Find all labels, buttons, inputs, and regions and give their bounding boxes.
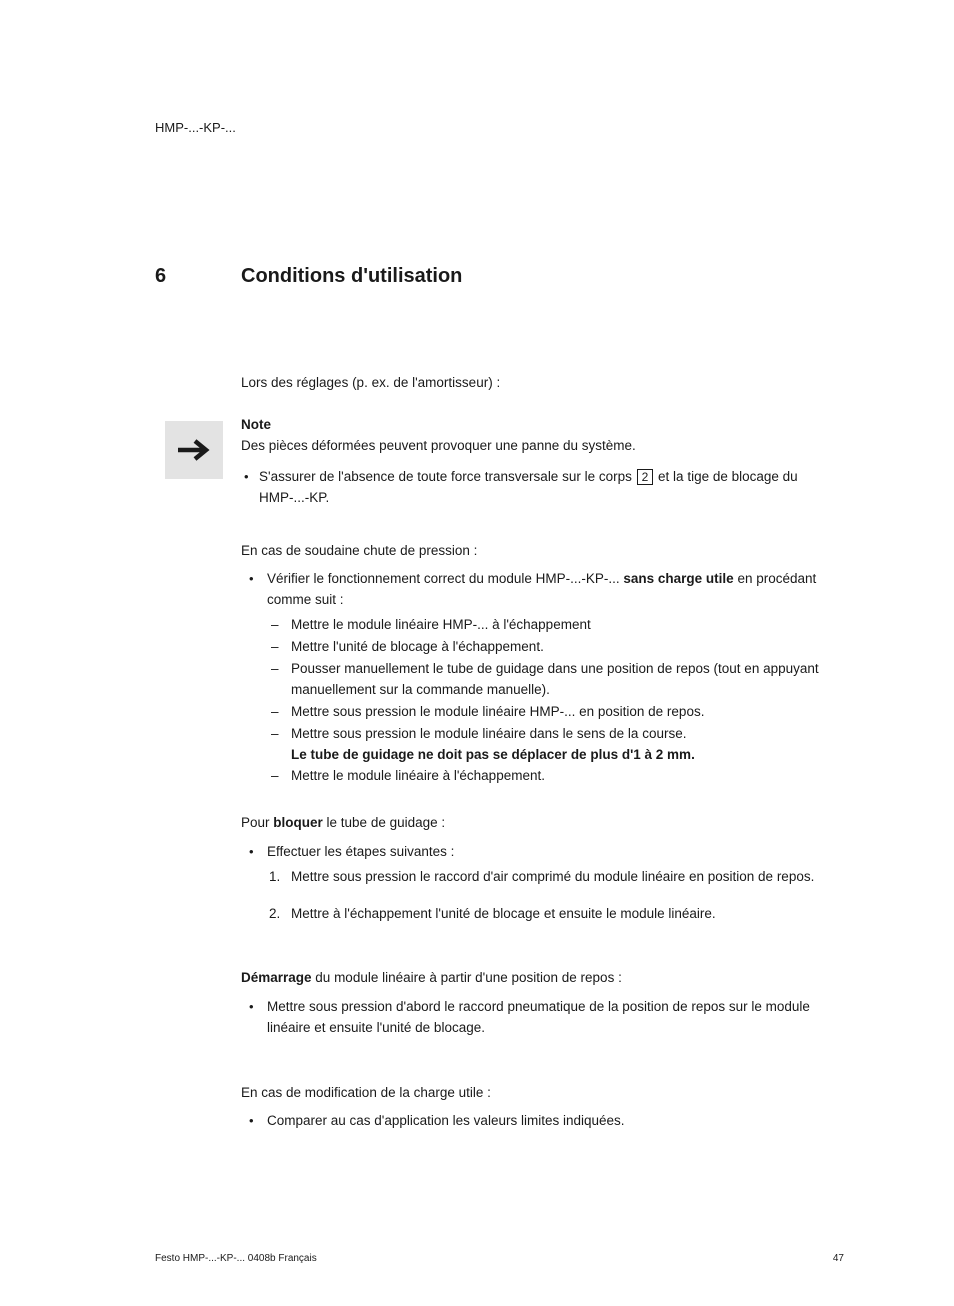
footer: Festo HMP-...-KP-... 0408b Français 47: [155, 1253, 844, 1264]
list-item: Pousser manuellement le tube de guidage …: [267, 659, 844, 701]
note-bullet-prefix: S'assurer de l'absence de toute force tr…: [259, 469, 636, 484]
section-heading: 6 Conditions d'utilisation: [155, 265, 844, 288]
note-block: Note Des pièces déformées peuvent provoq…: [155, 415, 844, 509]
sub5-line2: Le tube de guidage ne doit pas se déplac…: [291, 747, 695, 762]
note-bullet: S'assurer de l'absence de toute force tr…: [241, 467, 844, 509]
arrow-right-icon: [176, 438, 212, 462]
note-icon-container: [155, 415, 241, 509]
text-suffix: du module linéaire à partir d'une positi…: [312, 970, 622, 985]
section-title: Conditions d'utilisation: [241, 265, 462, 288]
text-bold: sans charge utile: [623, 571, 733, 586]
text-suffix: le tube de guidage :: [323, 815, 445, 830]
payload-intro: En cas de modification de la charge util…: [241, 1083, 844, 1103]
payload-list: Comparer au cas d'application les valeur…: [241, 1111, 844, 1132]
text-bold: Démarrage: [241, 970, 312, 985]
note-icon-bg: [165, 421, 223, 479]
list-item: Mettre sous pression le module linéaire …: [267, 724, 844, 766]
pressure-sublist: Mettre le module linéaire HMP-... à l'éc…: [267, 615, 844, 787]
ref-number: 2: [637, 469, 654, 485]
content: Lors des réglages (p. ex. de l'amortisse…: [241, 373, 844, 1132]
block-intro: Pour bloquer le tube de guidage :: [241, 813, 844, 833]
footer-left: Festo HMP-...-KP-... 0408b Français: [155, 1253, 317, 1264]
note-text: Des pièces déformées peuvent provoquer u…: [241, 436, 844, 457]
pressure-intro: En cas de soudaine chute de pression :: [241, 541, 844, 561]
list-item: Mettre l'unité de blocage à l'échappemen…: [267, 637, 844, 658]
list-item: Mettre le module linéaire HMP-... à l'éc…: [267, 615, 844, 636]
list-item: Mettre sous pression le module linéaire …: [267, 702, 844, 723]
block-item-text: Effectuer les étapes suivantes :: [267, 844, 454, 859]
start-list: Mettre sous pression d'abord le raccord …: [241, 997, 844, 1039]
start-intro: Démarrage du module linéaire à partir d'…: [241, 968, 844, 988]
header-product-ref: HMP-...-KP-...: [155, 120, 844, 135]
page: HMP-...-KP-... 6 Conditions d'utilisatio…: [0, 0, 954, 1306]
list-item: Mettre sous pression d'abord le raccord …: [241, 997, 844, 1039]
list-item: Comparer au cas d'application les valeur…: [241, 1111, 844, 1132]
intro-paragraph: Lors des réglages (p. ex. de l'amortisse…: [241, 373, 844, 393]
list-item: Effectuer les étapes suivantes : Mettre …: [241, 842, 844, 925]
page-number: 47: [833, 1253, 844, 1264]
note-body: Note Des pièces déformées peuvent provoq…: [241, 415, 844, 509]
section-number: 6: [155, 265, 241, 288]
list-item: Mettre sous pression le raccord d'air co…: [267, 867, 844, 888]
block-list: Effectuer les étapes suivantes : Mettre …: [241, 842, 844, 925]
pressure-list: Vérifier le fonctionnement correct du mo…: [241, 569, 844, 787]
list-item: Mettre le module linéaire à l'échappemen…: [267, 766, 844, 787]
note-title: Note: [241, 415, 844, 436]
text-bold: bloquer: [273, 815, 323, 830]
block-steps: Mettre sous pression le raccord d'air co…: [267, 867, 844, 925]
sub5-line1: Mettre sous pression le module linéaire …: [291, 726, 686, 741]
text-prefix: Pour: [241, 815, 273, 830]
text-prefix: Vérifier le fonctionnement correct du mo…: [267, 571, 623, 586]
list-item: Vérifier le fonctionnement correct du mo…: [241, 569, 844, 787]
list-item: Mettre à l'échappement l'unité de blocag…: [267, 904, 844, 925]
